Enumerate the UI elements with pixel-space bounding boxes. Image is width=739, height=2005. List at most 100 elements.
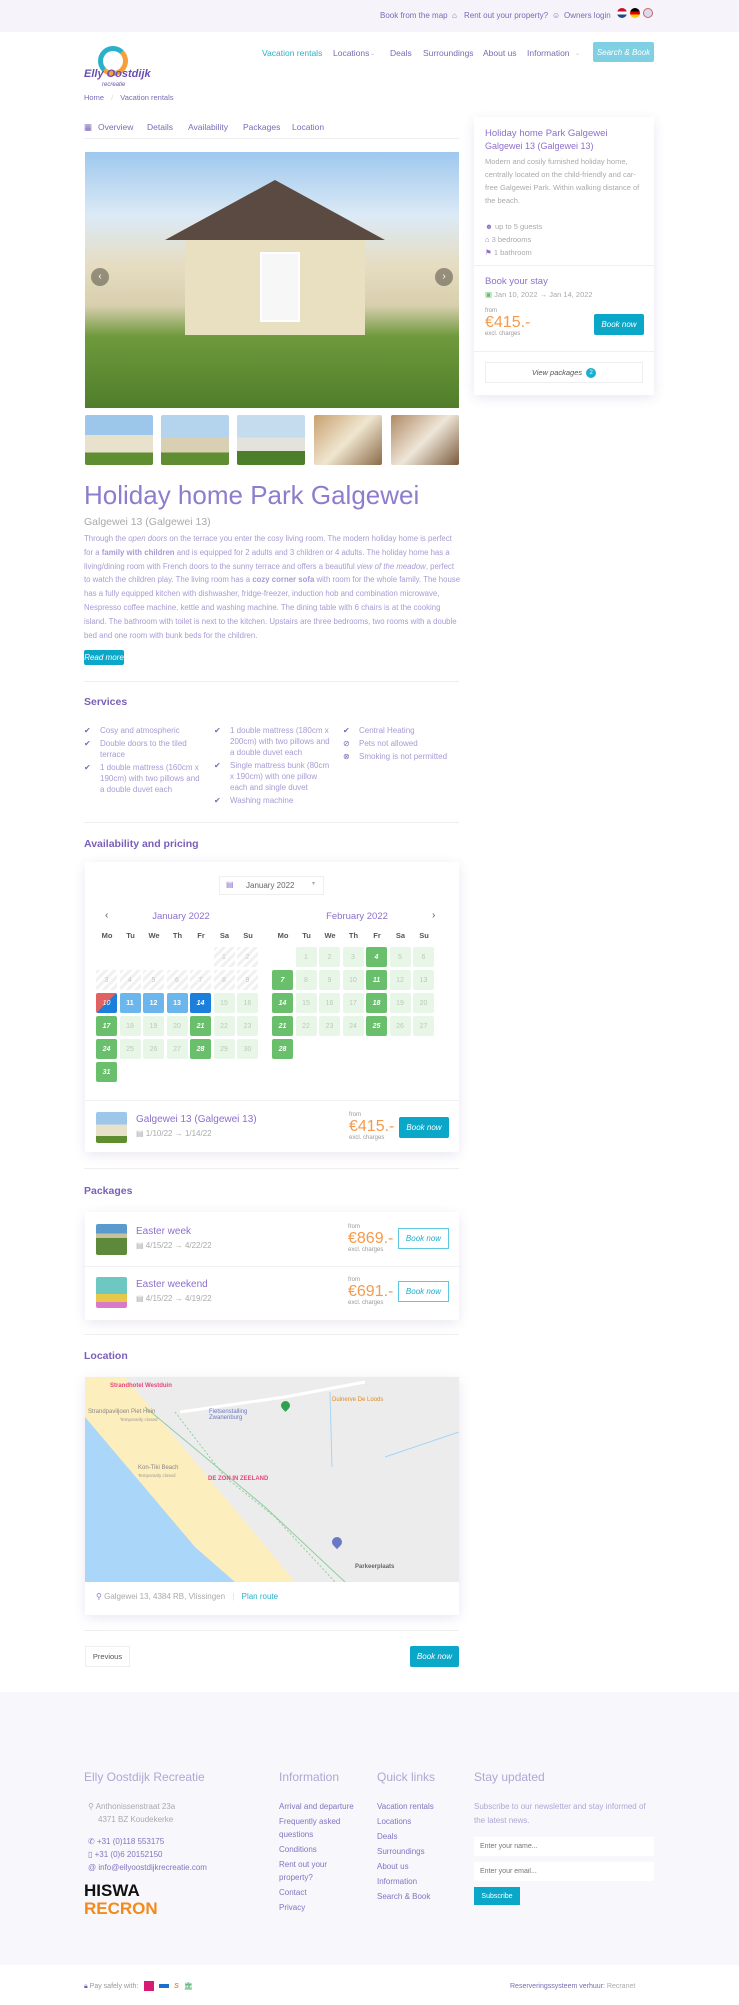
calendar-day[interactable]: 22	[295, 1016, 317, 1036]
calendar-day[interactable]: 23	[319, 1016, 340, 1036]
search-book-button[interactable]: Search & Book	[593, 42, 654, 62]
tab-overview[interactable]: Overview	[98, 122, 134, 132]
nav-about-us[interactable]: About us	[483, 48, 517, 58]
calendar-day[interactable]: 17	[96, 1016, 117, 1036]
calendar-day[interactable]: 24	[342, 1016, 364, 1036]
package-title[interactable]: Easter week	[136, 1226, 192, 1237]
calendar-day[interactable]: 4	[366, 947, 387, 967]
calendar-day[interactable]: 21	[272, 1016, 293, 1036]
thumbnail[interactable]	[391, 415, 459, 465]
book-now-button[interactable]: Book now	[410, 1646, 459, 1667]
footer-phone[interactable]: ✆ +31 (0)118 553175	[88, 1837, 165, 1846]
flag-nl[interactable]	[617, 8, 627, 18]
breadcrumb-vacation-rentals[interactable]: Vacation rentals	[120, 93, 174, 102]
calendar-day[interactable]: 24	[96, 1039, 117, 1059]
nav-surroundings[interactable]: Surroundings	[423, 48, 474, 58]
tab-details[interactable]: Details	[147, 122, 173, 132]
calendar-day[interactable]: 9	[319, 970, 340, 990]
calendar-day[interactable]: 15	[213, 993, 235, 1013]
calendar-day[interactable]: 11	[119, 993, 141, 1013]
footer-link[interactable]: Information	[377, 1877, 418, 1886]
calendar-day[interactable]: 16	[319, 993, 340, 1013]
map-label[interactable]: Kon-Tiki Beach	[138, 1465, 179, 1471]
package-book-now-button[interactable]: Book now	[398, 1228, 449, 1249]
footer-email[interactable]: @ info@ellyoostdijkrecreatie.com	[88, 1863, 207, 1872]
map-label[interactable]: Fietsenstalling Zwanenburg	[209, 1409, 248, 1421]
calendar-day[interactable]: 6	[413, 947, 434, 967]
footer-link[interactable]: Arrival and departure	[279, 1802, 354, 1811]
map-label[interactable]: DE ZON IN ZEELAND	[208, 1476, 269, 1482]
flag-en[interactable]	[643, 8, 653, 18]
rent-out-link[interactable]: Rent out your property?	[464, 11, 549, 20]
footer-link[interactable]: Privacy	[279, 1903, 306, 1912]
map-label[interactable]: Parkeerplaats	[355, 1564, 395, 1570]
map[interactable]: Strandhotel Westduin Strandpaviljoen Pie…	[85, 1377, 459, 1582]
map-label[interactable]: Duinerve De Loods	[332, 1397, 384, 1403]
main-photo[interactable]: ‹ ›	[85, 152, 459, 408]
read-more-button[interactable]: Read more	[84, 650, 124, 665]
logo[interactable]: Elly Oostdijk recreatie	[84, 42, 154, 94]
calendar-day[interactable]: 10	[342, 970, 364, 990]
previous-button[interactable]: Previous	[85, 1646, 130, 1667]
calendar-day[interactable]: 25	[119, 1039, 141, 1059]
calendar-day[interactable]: 19	[389, 993, 411, 1013]
calendar-day[interactable]: 27	[166, 1039, 188, 1059]
month-select[interactable]: ▤ January 2022 ▾	[219, 876, 324, 895]
calendar-day[interactable]: 25	[366, 1016, 387, 1036]
footer-link[interactable]: Contact	[279, 1888, 307, 1897]
stay-dates[interactable]: ▣ Jan 10, 2022 → Jan 14, 2022	[485, 290, 593, 299]
book-from-map-link[interactable]: Book from the map	[380, 11, 448, 20]
footer-link[interactable]: Search & Book	[377, 1892, 431, 1901]
calendar-day[interactable]: 20	[413, 993, 434, 1013]
calendar-day[interactable]: 13	[166, 993, 188, 1013]
sidebar-book-now-button[interactable]: Book now	[594, 314, 644, 335]
package-book-now-button[interactable]: Book now	[398, 1281, 449, 1302]
calendar-day[interactable]: 26	[389, 1016, 411, 1036]
footer-link[interactable]: Rent out your property?	[279, 1860, 328, 1882]
calendar-day[interactable]: 15	[295, 993, 317, 1013]
nav-information[interactable]: Information	[527, 48, 570, 58]
calendar-day[interactable]: 20	[166, 1016, 188, 1036]
footer-link[interactable]: Deals	[377, 1832, 398, 1841]
gallery-next-button[interactable]: ›	[435, 268, 453, 286]
calendar-day[interactable]: 14	[190, 993, 211, 1013]
calendar-day[interactable]: 16	[237, 993, 258, 1013]
package-info[interactable]: Easter weekend ▤ 4/15/22 → 4/19/22	[136, 1279, 212, 1303]
prev-month-button[interactable]: ‹	[105, 910, 109, 921]
nav-deals[interactable]: Deals	[390, 48, 412, 58]
calendar-day[interactable]: 10	[96, 993, 117, 1013]
tab-packages[interactable]: Packages	[243, 122, 281, 132]
calendar-day[interactable]: 7	[272, 970, 293, 990]
calendar-day[interactable]: 28	[190, 1039, 211, 1059]
calendar-day[interactable]: 5	[389, 947, 411, 967]
thumbnail[interactable]	[161, 415, 229, 465]
calendar-day[interactable]: 19	[143, 1016, 164, 1036]
package-info[interactable]: Easter week ▤ 4/15/22 → 4/22/22	[136, 1226, 212, 1250]
calendar-day[interactable]: 11	[366, 970, 387, 990]
breadcrumb-home[interactable]: Home	[84, 93, 105, 102]
calendar-day[interactable]: 28	[272, 1039, 293, 1059]
thumbnail[interactable]	[85, 415, 153, 465]
calendar-day[interactable]: 1	[295, 947, 317, 967]
calendar-day[interactable]: 26	[143, 1039, 164, 1059]
calendar-day[interactable]: 17	[342, 993, 364, 1013]
footer-mobile[interactable]: ▯ +31 (0)6 20152150	[88, 1850, 163, 1859]
footer-link[interactable]: Conditions	[279, 1845, 317, 1854]
footer-link[interactable]: Vacation rentals	[377, 1802, 434, 1811]
newsletter-email-input[interactable]	[474, 1862, 654, 1881]
calendar-day[interactable]: 27	[413, 1016, 434, 1036]
next-month-button[interactable]: ›	[432, 910, 436, 921]
recranet-link[interactable]: Recranet	[606, 1983, 636, 1990]
nav-locations[interactable]: Locations	[333, 48, 370, 58]
calendar-day[interactable]: 2	[319, 947, 340, 967]
map-label[interactable]: Strandpaviljoen Piet Hein	[88, 1409, 156, 1415]
calendar-day[interactable]: 30	[237, 1039, 258, 1059]
calendar-day[interactable]: 12	[143, 993, 164, 1013]
newsletter-name-input[interactable]	[474, 1837, 654, 1856]
footer-link[interactable]: Locations	[377, 1817, 412, 1826]
calendar-day[interactable]: 13	[413, 970, 434, 990]
calendar-day[interactable]: 8	[295, 970, 317, 990]
calendar-day[interactable]: 14	[272, 993, 293, 1013]
result-book-now-button[interactable]: Book now	[399, 1117, 449, 1138]
plan-route-link[interactable]: Plan route	[241, 1592, 279, 1601]
